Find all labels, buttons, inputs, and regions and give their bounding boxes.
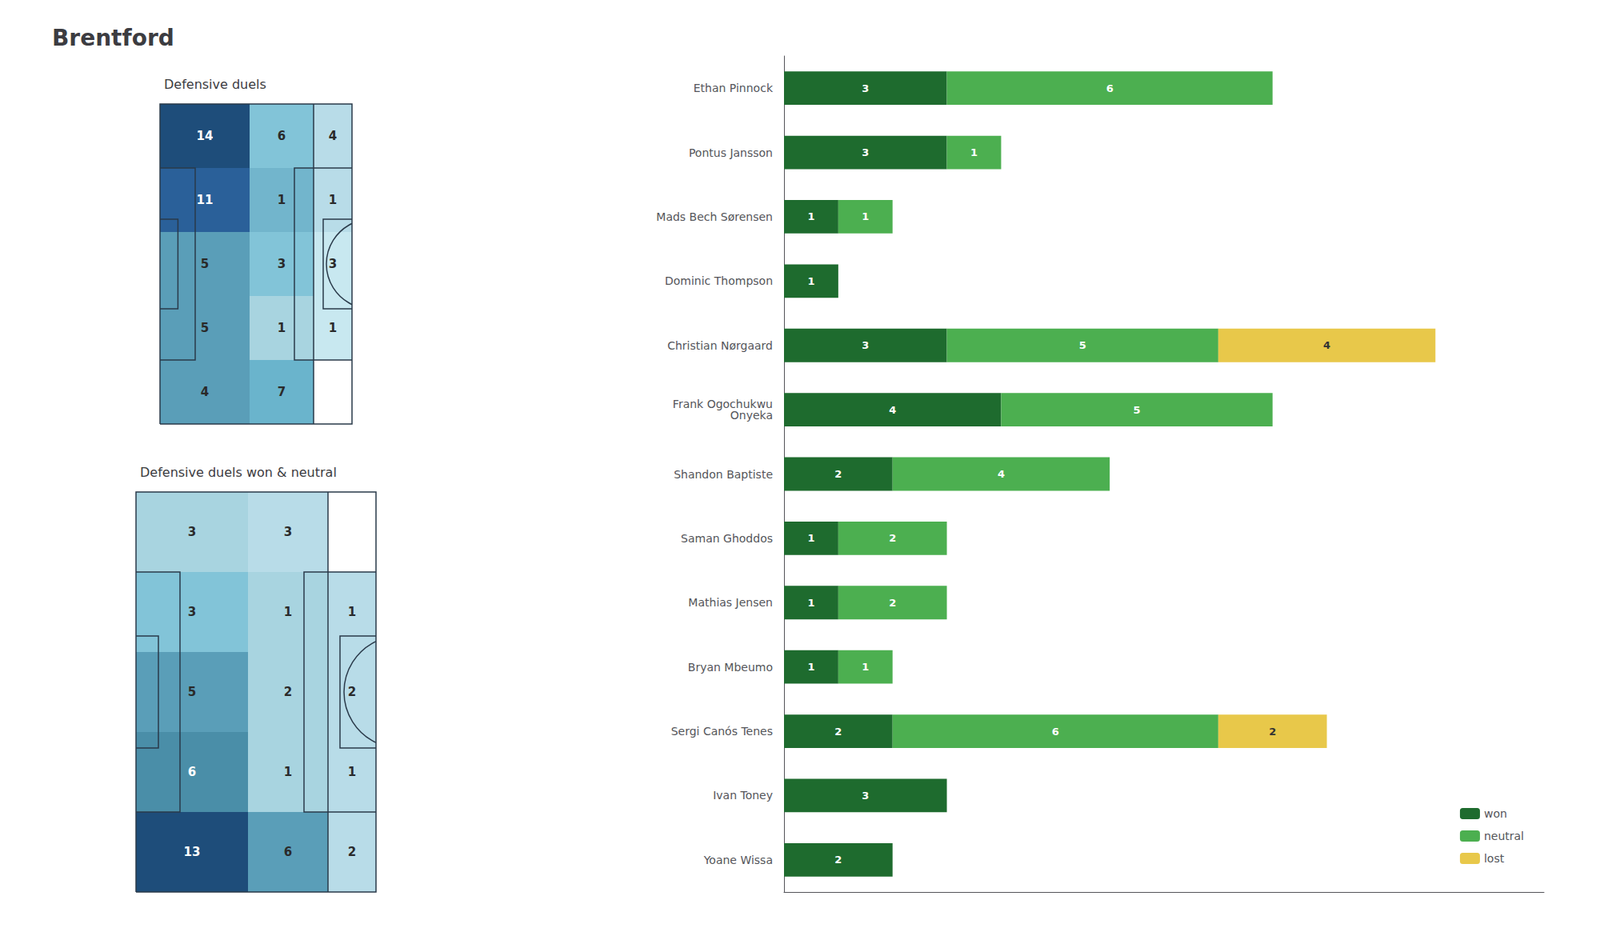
svg-text:1: 1 (348, 604, 356, 620)
svg-text:1: 1 (284, 604, 292, 620)
svg-text:2: 2 (888, 532, 896, 544)
svg-text:Ivan Toney: Ivan Toney (712, 788, 773, 802)
svg-text:4: 4 (1323, 339, 1331, 352)
svg-text:Mads Bech Sørensen: Mads Bech Sørensen (656, 210, 773, 224)
svg-text:3: 3 (328, 256, 337, 272)
svg-text:1: 1 (807, 660, 815, 673)
svg-text:13: 13 (184, 844, 201, 860)
svg-text:6: 6 (1052, 725, 1060, 738)
svg-text:1: 1 (348, 764, 356, 780)
svg-text:1: 1 (277, 320, 286, 336)
svg-text:4: 4 (200, 384, 209, 400)
svg-text:2: 2 (888, 596, 896, 609)
svg-text:6: 6 (284, 844, 292, 860)
svg-text:5: 5 (200, 256, 209, 272)
svg-text:Brentford: Brentford (52, 24, 175, 52)
svg-text:5: 5 (1133, 404, 1141, 416)
svg-text:1: 1 (807, 596, 815, 609)
svg-text:Frank Ogochukwu: Frank Ogochukwu (672, 397, 773, 411)
svg-text:1: 1 (807, 210, 815, 223)
svg-text:1: 1 (861, 210, 869, 223)
svg-text:3: 3 (861, 789, 869, 802)
svg-text:7: 7 (277, 384, 286, 400)
svg-text:Onyeka: Onyeka (730, 408, 773, 422)
svg-text:6: 6 (188, 764, 196, 780)
svg-text:Christian Nørgaard: Christian Nørgaard (667, 339, 773, 352)
svg-text:2: 2 (284, 684, 292, 700)
svg-text:3: 3 (277, 256, 286, 272)
svg-text:won: won (1484, 807, 1508, 820)
svg-text:5: 5 (188, 684, 196, 700)
svg-text:1: 1 (328, 320, 337, 336)
svg-text:3: 3 (284, 524, 292, 540)
svg-text:3: 3 (188, 604, 196, 620)
svg-text:Mathias Jensen: Mathias Jensen (688, 596, 773, 609)
svg-text:4: 4 (328, 128, 337, 144)
svg-text:2: 2 (1268, 725, 1276, 738)
svg-text:Defensive duels: Defensive duels (164, 76, 267, 92)
svg-text:2: 2 (834, 725, 842, 738)
svg-text:3: 3 (188, 524, 196, 540)
svg-text:1: 1 (807, 532, 815, 544)
svg-text:neutral: neutral (1484, 829, 1524, 843)
svg-text:14: 14 (196, 128, 214, 144)
svg-text:1: 1 (970, 146, 978, 159)
svg-text:2: 2 (834, 468, 842, 480)
svg-text:3: 3 (861, 82, 869, 95)
svg-text:2: 2 (348, 844, 356, 860)
svg-text:5: 5 (1079, 339, 1087, 352)
svg-text:Saman Ghoddos: Saman Ghoddos (680, 532, 773, 545)
svg-text:Ethan Pinnock: Ethan Pinnock (693, 81, 774, 95)
svg-text:5: 5 (200, 320, 209, 336)
svg-text:Sergi Canós Tenes: Sergi Canós Tenes (671, 724, 773, 738)
svg-text:Shandon Baptiste: Shandon Baptiste (673, 468, 773, 481)
svg-text:1: 1 (277, 192, 286, 208)
svg-text:1: 1 (328, 192, 337, 208)
svg-text:1: 1 (807, 275, 815, 288)
svg-text:4: 4 (997, 468, 1005, 480)
svg-text:2: 2 (834, 853, 842, 866)
svg-text:3: 3 (861, 146, 869, 159)
svg-text:3: 3 (861, 339, 869, 352)
svg-text:1: 1 (284, 764, 292, 780)
svg-text:Defensive duels won & neutral: Defensive duels won & neutral (140, 464, 337, 480)
svg-text:11: 11 (196, 192, 214, 208)
svg-text:1: 1 (861, 660, 869, 673)
svg-text:6: 6 (277, 128, 286, 144)
svg-text:2: 2 (348, 684, 356, 700)
svg-text:lost: lost (1484, 852, 1505, 865)
svg-text:Bryan Mbeumo: Bryan Mbeumo (688, 660, 773, 674)
svg-text:Pontus Jansson: Pontus Jansson (688, 146, 773, 160)
svg-text:Dominic Thompson: Dominic Thompson (664, 274, 773, 288)
svg-text:Yoane Wissa: Yoane Wissa (703, 853, 773, 867)
svg-text:6: 6 (1106, 82, 1114, 95)
svg-text:4: 4 (888, 404, 896, 416)
